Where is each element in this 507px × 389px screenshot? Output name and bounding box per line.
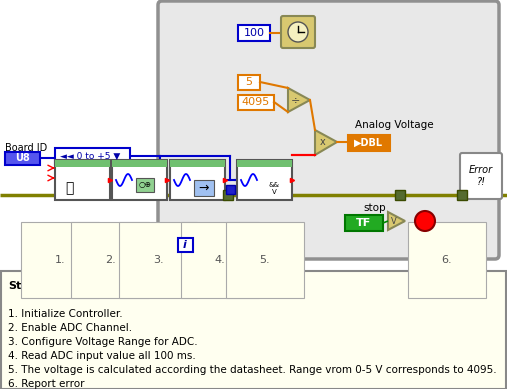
Polygon shape [388,212,405,230]
Text: 5.: 5. [260,255,270,265]
Text: Error
?!: Error ?! [469,165,493,187]
Text: 100: 100 [243,28,265,38]
Text: &&
V: && V [269,182,279,194]
Bar [238,25,270,41]
Text: V: V [391,217,397,226]
FancyBboxPatch shape [158,1,499,259]
Bar [238,95,274,110]
Text: x: x [320,137,326,147]
Bar [395,190,405,200]
Text: i: i [183,240,187,250]
Text: 4.: 4. [214,255,226,265]
Bar [238,75,260,90]
Bar [348,135,390,151]
Text: 🖥: 🖥 [65,181,73,195]
Text: 5: 5 [245,77,252,87]
Text: 3. Configure Voltage Range for ADC.: 3. Configure Voltage Range for ADC. [8,337,198,347]
Bar [112,160,167,200]
Text: Analog Voltage: Analog Voltage [355,120,433,130]
FancyBboxPatch shape [281,16,315,48]
Text: ▶DBL: ▶DBL [354,138,384,148]
Bar [237,160,292,200]
Text: U8: U8 [15,153,29,163]
Text: →: → [199,182,209,194]
Bar [170,160,225,200]
Text: ÷: ÷ [292,95,301,105]
Polygon shape [315,130,337,155]
Text: 4. Read ADC input value all 100 ms.: 4. Read ADC input value all 100 ms. [8,351,196,361]
Text: 1. Initialize Controller.: 1. Initialize Controller. [8,309,123,319]
Polygon shape [288,88,310,112]
Bar [345,215,383,231]
Text: stop: stop [364,203,386,213]
Bar [55,148,130,165]
Bar [136,178,154,192]
Circle shape [288,22,308,42]
Text: 1.: 1. [55,255,65,265]
Bar [112,160,167,167]
Bar [237,160,292,167]
Text: Board ID: Board ID [5,143,47,153]
Circle shape [415,211,435,231]
Bar [170,160,225,167]
Text: 4095: 4095 [242,97,270,107]
Text: 6.: 6. [442,255,452,265]
Bar [1,271,506,389]
Text: ○⊕: ○⊕ [138,179,152,189]
Bar [226,185,235,194]
FancyBboxPatch shape [460,153,502,199]
Text: 2. Enable ADC Channel.: 2. Enable ADC Channel. [8,323,132,333]
Text: Steps:: Steps: [8,281,48,291]
Bar [223,190,233,200]
Text: 5. The voltage is calculated according the datasheet. Range vrom 0-5 V correspon: 5. The voltage is calculated according t… [8,365,497,375]
Bar [178,238,193,252]
Text: 2.: 2. [104,255,116,265]
Bar [5,152,40,165]
Text: TF: TF [356,218,372,228]
Bar [55,160,110,200]
Text: 3.: 3. [153,255,163,265]
Bar [55,160,110,167]
Bar [457,190,467,200]
Text: ◄◄ 0 to +5 ▼: ◄◄ 0 to +5 ▼ [60,151,120,161]
Bar [194,180,214,196]
Text: 6. Report error: 6. Report error [8,379,85,389]
